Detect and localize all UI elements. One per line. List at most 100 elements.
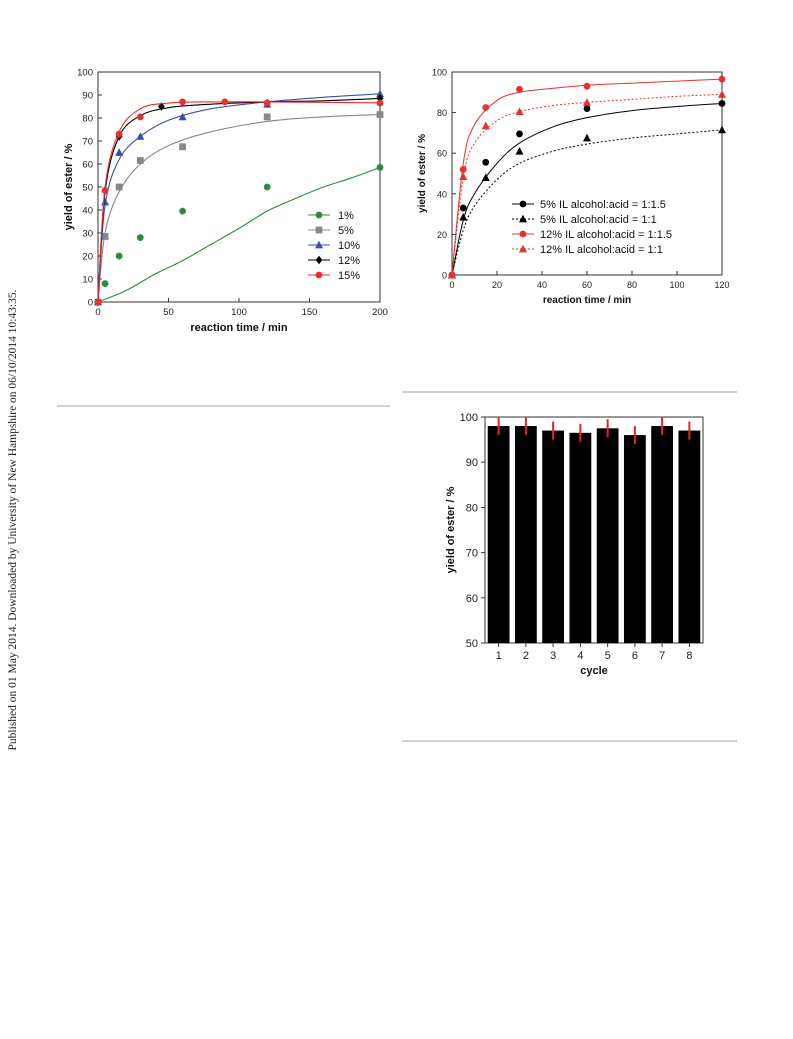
data-point [376,89,384,98]
data-point [101,187,109,194]
data-point [158,102,165,111]
data-point [263,113,271,121]
data-point [515,146,524,155]
x-tick-label: 0 [449,280,454,290]
data-point [459,166,467,173]
data-point [583,105,591,112]
data-point [516,85,523,93]
y-tick-label: 60 [466,593,478,605]
y-tick-label: 100 [77,68,93,79]
download-watermark-text: Published on 01 May 2014. Downloaded by … [7,289,19,750]
data-point [482,104,490,111]
data-point [481,121,490,130]
data-point [583,133,591,142]
legend-label: 5% IL alcohol:acid = 1:1 [540,214,657,226]
series-1 [94,163,384,306]
x-axis-label: reaction time / min [543,295,631,306]
divider-right-top [402,391,737,393]
y-tick-label: 30 [82,229,93,240]
x-tick-label: 5 [605,650,611,662]
data-point [482,158,490,166]
chart-2-svg: 0 20 40 60 80 100 0 20 40 60 80 100 120 reaction time… [417,68,730,307]
x-axis-label: cycle [580,665,608,677]
legend-label: 1% [338,210,354,222]
plot-frame [484,416,704,644]
y-tick-label: 60 [437,149,447,159]
data-point [179,98,186,106]
y-axis-label: yield of ester / % [445,486,457,573]
data-point [115,252,123,260]
y-tick-label: 40 [82,206,93,217]
legend-label: 12% IL alcohol:acid = 1:1.5 [540,229,672,241]
legend-marker [315,211,323,219]
x-tick-label: 1 [496,650,502,662]
data-point [115,148,124,156]
y-tick-label: 10 [82,275,93,286]
y-tick-label: 0 [88,298,93,309]
x-axis-label: reaction time / min [190,322,287,334]
fit-curve [97,166,381,303]
x-tick-label: 60 [582,280,592,290]
x-tick-label: 80 [627,280,637,290]
chart-3-svg: 50 60 70 80 90 100 1 2 3 4 5 6 7 8 cycle yield of ester… [445,412,704,677]
fit-curve [451,78,723,276]
legend-label: 12% IL alcohol:acid = 1:1 [540,244,663,256]
data-point [459,172,468,180]
data-point [718,125,726,134]
x-tick-label: 20 [492,280,502,290]
data-point [459,204,467,212]
data-point [481,173,490,181]
legend-marker [315,255,323,265]
legend-label: 15% [338,270,360,282]
y-tick-label: 80 [466,502,478,514]
data-point [101,280,109,287]
x-tick-label: 40 [537,280,547,290]
data-point [448,270,456,279]
x-tick-label: 3 [550,650,556,662]
plot-frame [97,71,381,303]
y-tick-label: 80 [82,114,93,125]
x-tick-label: 0 [95,307,100,318]
legend-marker [315,226,323,234]
data-point [179,143,186,151]
data-point [583,82,591,90]
data-point [516,130,523,138]
divider-right-bottom [402,740,737,742]
data-point [263,183,271,191]
data-point [94,298,102,306]
recycling-bar-chart: 50 60 70 80 90 100 1 2 3 4 5 6 7 8 cycle yield of ester… [440,410,710,685]
data-point [178,112,187,121]
bar [542,430,565,643]
data-point [115,130,123,138]
y-tick-label: 50 [82,183,93,194]
legend-label: 5% IL alcohol:acid = 1:1.5 [540,199,666,211]
y-tick-label: 20 [437,230,447,240]
x-tick-label: 120 [714,280,729,290]
x-tick-label: 6 [632,650,638,662]
x-tick-label: 2 [523,650,529,662]
x-tick-label: 100 [669,280,684,290]
x-tick-label: 200 [372,307,388,318]
legend-marker [519,230,527,238]
y-tick-label: 0 [442,271,447,281]
y-tick-label: 70 [82,137,93,148]
bar [487,426,510,643]
divider-left [57,405,390,407]
fit-curve [451,129,723,276]
chart-1-svg: 0 10 20 30 40 50 60 70 80 90 100 0 50 100 150 200 reacti… [63,68,388,335]
legend-label: 12% [338,255,360,267]
data-point [115,183,123,191]
yield-vs-time-catalyst-loading-chart: 0 10 20 30 40 50 60 70 80 90 100 0 50 100 150 200 reacti… [58,60,388,345]
data-point [376,164,384,171]
y-tick-label: 100 [432,68,447,78]
data-point [179,207,186,215]
y-axis-label: yield of ester / % [417,134,428,213]
download-watermark: Published on 01 May 2014. Downloaded by … [4,0,22,1039]
data-point [136,113,144,121]
x-tick-label: 100 [231,307,247,318]
fit-curve [97,101,381,303]
legend-marker [315,271,323,279]
fit-curve [97,114,381,303]
data-point [221,98,229,106]
y-axis-label: yield of ester / % [63,143,75,230]
